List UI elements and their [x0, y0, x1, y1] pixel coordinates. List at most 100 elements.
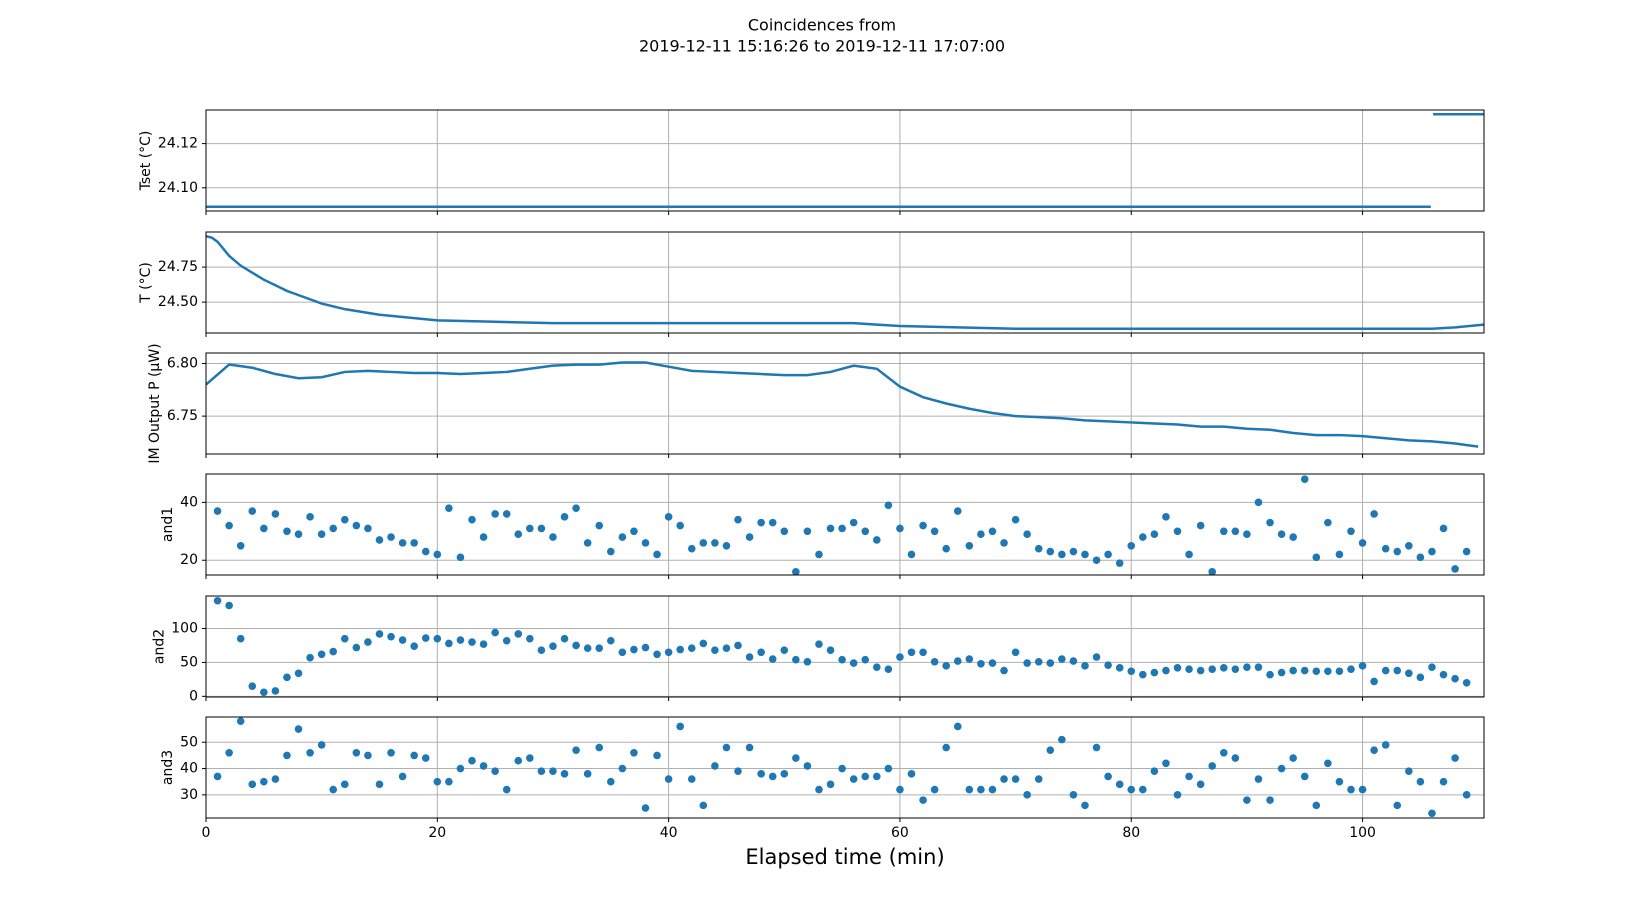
data-point: [225, 521, 233, 530]
data-point: [1046, 547, 1055, 556]
data-point: [410, 642, 418, 650]
data-point: [803, 762, 812, 770]
data-point: [1127, 785, 1136, 794]
data-point: [1231, 665, 1240, 674]
data-point: [502, 636, 511, 645]
data-point: [260, 777, 268, 786]
figure-subtitle: 2019-12-11 15:16:26 to 2019-12-11 17:07:…: [639, 37, 1005, 56]
y-tick-label: 6.80: [167, 356, 198, 372]
data-point: [977, 785, 985, 794]
data-point: [1335, 667, 1344, 676]
data-point: [213, 596, 222, 605]
data-point: [687, 775, 696, 783]
data-point: [572, 746, 580, 754]
data-point: [826, 524, 835, 533]
data-point: [965, 785, 974, 794]
data-point: [1139, 533, 1147, 541]
data-point: [861, 655, 870, 664]
data-point: [1243, 663, 1251, 671]
data-point: [1162, 759, 1170, 768]
data-point: [1289, 754, 1297, 762]
data-point: [1115, 559, 1124, 567]
data-point: [329, 524, 338, 533]
data-point: [1081, 550, 1089, 559]
data-line: [206, 112, 1484, 209]
data-point: [1058, 655, 1066, 663]
data-point: [421, 547, 430, 556]
data-point: [687, 644, 696, 652]
data-point: [1243, 530, 1251, 538]
data-point: [398, 772, 407, 781]
y-tick-label: 30: [180, 787, 198, 803]
y-tick-label: 24.50: [158, 294, 198, 310]
data-point: [514, 630, 523, 638]
data-point: [433, 634, 442, 643]
data-point: [1439, 524, 1448, 533]
data-point: [1416, 777, 1425, 786]
data-point: [988, 785, 997, 794]
data-point: [583, 770, 592, 778]
data-point: [977, 530, 985, 538]
data-point: [1439, 670, 1448, 679]
y-tick-label: 40: [180, 494, 198, 510]
data-point: [248, 507, 257, 515]
data-point: [375, 536, 384, 544]
x-tick-label: 20: [428, 825, 446, 841]
data-point: [884, 665, 893, 674]
data-point: [953, 657, 962, 665]
data-point: [364, 524, 372, 533]
data-point: [1034, 657, 1043, 666]
data-point: [861, 527, 870, 536]
data-point: [479, 762, 488, 770]
data-point: [1058, 735, 1066, 744]
data-point: [1081, 662, 1089, 670]
data-point: [687, 544, 696, 553]
data-point: [1104, 550, 1112, 559]
data-point: [537, 767, 546, 775]
data-point: [1023, 530, 1031, 538]
data-point: [1335, 777, 1344, 786]
data-point: [1185, 772, 1193, 781]
data-point: [873, 772, 881, 781]
data-point: [1393, 801, 1402, 810]
data-point: [1219, 527, 1228, 536]
data-point: [329, 785, 338, 794]
data-point: [294, 669, 303, 678]
data-point: [1023, 791, 1031, 799]
data-point: [468, 638, 476, 646]
data-point: [861, 772, 870, 781]
data-point: [445, 777, 453, 786]
data-point: [803, 527, 812, 536]
data-point: [306, 653, 314, 662]
data-point: [1416, 673, 1425, 682]
data-point: [930, 527, 939, 536]
y-axis-label: IM Output P (μW): [147, 343, 163, 463]
data-point: [641, 804, 650, 812]
data-point: [734, 641, 742, 650]
data-point: [236, 634, 245, 643]
data-point: [329, 647, 338, 656]
data-point: [919, 521, 927, 530]
data-point: [1462, 547, 1471, 556]
data-point: [907, 648, 916, 657]
data-point: [907, 550, 916, 559]
data-point: [595, 521, 604, 530]
data-point: [1254, 775, 1263, 783]
data-point: [768, 518, 777, 527]
data-point: [676, 521, 684, 530]
data-point: [456, 553, 465, 562]
data-point: [1069, 657, 1078, 665]
data-point: [815, 640, 823, 648]
axes-frame: [205, 473, 1485, 576]
data-point: [572, 641, 580, 650]
data-point: [271, 510, 280, 518]
data-point: [1254, 498, 1263, 507]
data-point: [965, 541, 974, 550]
data-point: [1104, 661, 1112, 669]
data-point: [410, 751, 418, 760]
y-axis-label: and2: [151, 629, 167, 664]
y-tick-label: 24.10: [158, 180, 198, 196]
data-point: [711, 539, 719, 547]
data-point: [641, 643, 650, 652]
